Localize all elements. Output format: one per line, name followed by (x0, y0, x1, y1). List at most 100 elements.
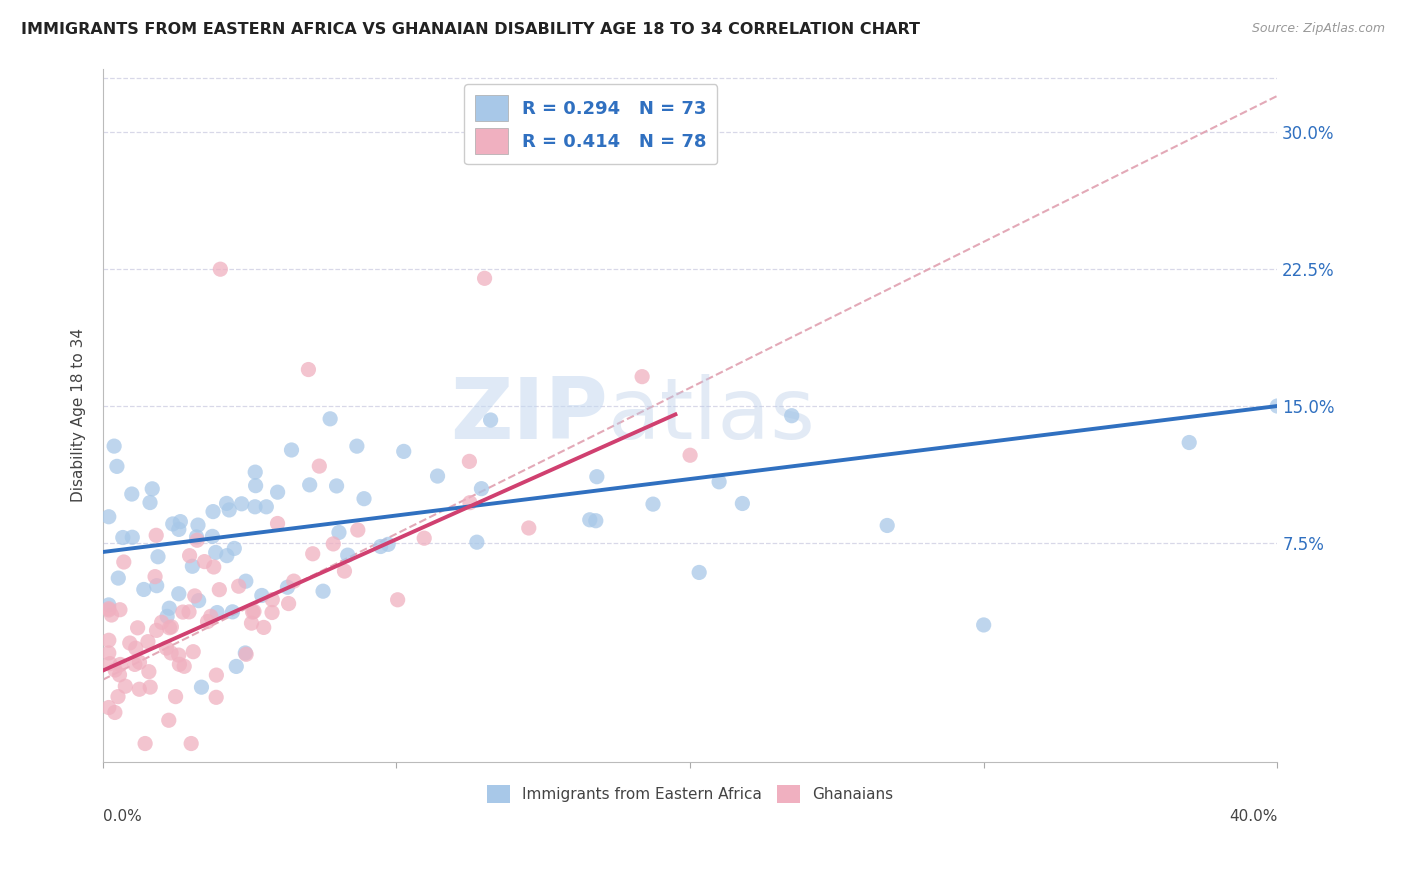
Point (458, 496, 481, 510)
Point (108, 603, 131, 617)
Point (586, 469, 609, 483)
Point (141, 482, 163, 496)
Point (186, 533, 208, 548)
Point (111, 531, 134, 545)
Point (470, 482, 492, 496)
Point (233, 646, 256, 660)
Point (139, 495, 162, 509)
Point (110, 657, 132, 672)
Point (150, 615, 173, 630)
Point (301, 547, 323, 561)
Point (186, 530, 208, 544)
Point (187, 518, 209, 533)
Point (103, 439, 125, 453)
Point (297, 362, 319, 376)
Point (370, 540, 392, 554)
Point (322, 537, 344, 551)
Text: 0.0%: 0.0% (103, 809, 142, 824)
Point (167, 523, 190, 537)
Point (215, 496, 238, 510)
Point (112, 555, 135, 569)
Point (631, 369, 654, 384)
Point (205, 668, 228, 682)
Point (336, 548, 359, 562)
Point (121, 487, 143, 501)
Point (707, 475, 730, 489)
Point (205, 606, 228, 620)
Point (346, 439, 368, 453)
Point (254, 500, 277, 514)
Point (197, 615, 219, 629)
Y-axis label: Disability Age 18 to 34: Disability Age 18 to 34 (72, 328, 86, 502)
Point (167, 648, 190, 662)
Point (218, 503, 240, 517)
Point (202, 505, 225, 519)
Point (200, 609, 222, 624)
Point (876, 518, 898, 533)
Point (104, 663, 127, 677)
Point (585, 514, 607, 528)
Point (1178, 435, 1201, 450)
Point (107, 571, 129, 585)
Point (474, 271, 496, 285)
Point (114, 679, 136, 693)
Point (145, 624, 167, 638)
Point (377, 537, 399, 551)
Point (973, 618, 995, 632)
Text: 40.0%: 40.0% (1229, 809, 1277, 824)
Point (160, 620, 183, 634)
Point (245, 465, 267, 479)
Point (221, 605, 243, 619)
Point (209, 262, 232, 277)
Point (184, 589, 207, 603)
Point (250, 589, 273, 603)
Text: atlas: atlas (607, 374, 815, 457)
Legend: Immigrants from Eastern Africa, Ghanaians: Immigrants from Eastern Africa, Ghanaian… (481, 779, 900, 810)
Point (204, 545, 226, 559)
Point (139, 680, 162, 694)
Point (240, 616, 263, 631)
Point (346, 523, 368, 537)
Point (253, 620, 276, 634)
Point (167, 587, 190, 601)
Point (426, 469, 449, 483)
Point (157, 621, 180, 635)
Point (107, 690, 129, 704)
Point (260, 606, 283, 620)
Point (136, 634, 159, 648)
Point (128, 682, 150, 697)
Point (205, 690, 228, 705)
Text: IMMIGRANTS FROM EASTERN AFRICA VS GHANAIAN DISABILITY AGE 18 TO 34 CORRELATION C: IMMIGRANTS FROM EASTERN AFRICA VS GHANAI… (21, 22, 920, 37)
Point (132, 582, 155, 597)
Text: Source: ZipAtlas.com: Source: ZipAtlas.com (1251, 22, 1385, 36)
Point (298, 478, 321, 492)
Point (97, 603, 120, 617)
Point (392, 444, 415, 458)
Point (458, 454, 481, 468)
Point (328, 525, 350, 540)
Point (479, 413, 502, 427)
Point (97, 598, 120, 612)
Point (277, 597, 299, 611)
Point (688, 566, 710, 580)
Point (243, 604, 266, 618)
Point (319, 412, 342, 426)
Point (128, 655, 150, 669)
Point (262, 592, 284, 607)
Point (124, 657, 146, 672)
Point (97, 509, 120, 524)
Point (679, 448, 702, 462)
Point (180, 737, 202, 751)
Point (97, 646, 120, 660)
Point (146, 549, 169, 564)
Point (634, 135, 657, 149)
Point (276, 580, 298, 594)
Text: ZIP: ZIP (450, 374, 607, 457)
Point (517, 521, 540, 535)
Point (641, 497, 664, 511)
Point (231, 497, 253, 511)
Point (143, 569, 166, 583)
Point (173, 659, 195, 673)
Point (225, 659, 247, 673)
Point (387, 592, 409, 607)
